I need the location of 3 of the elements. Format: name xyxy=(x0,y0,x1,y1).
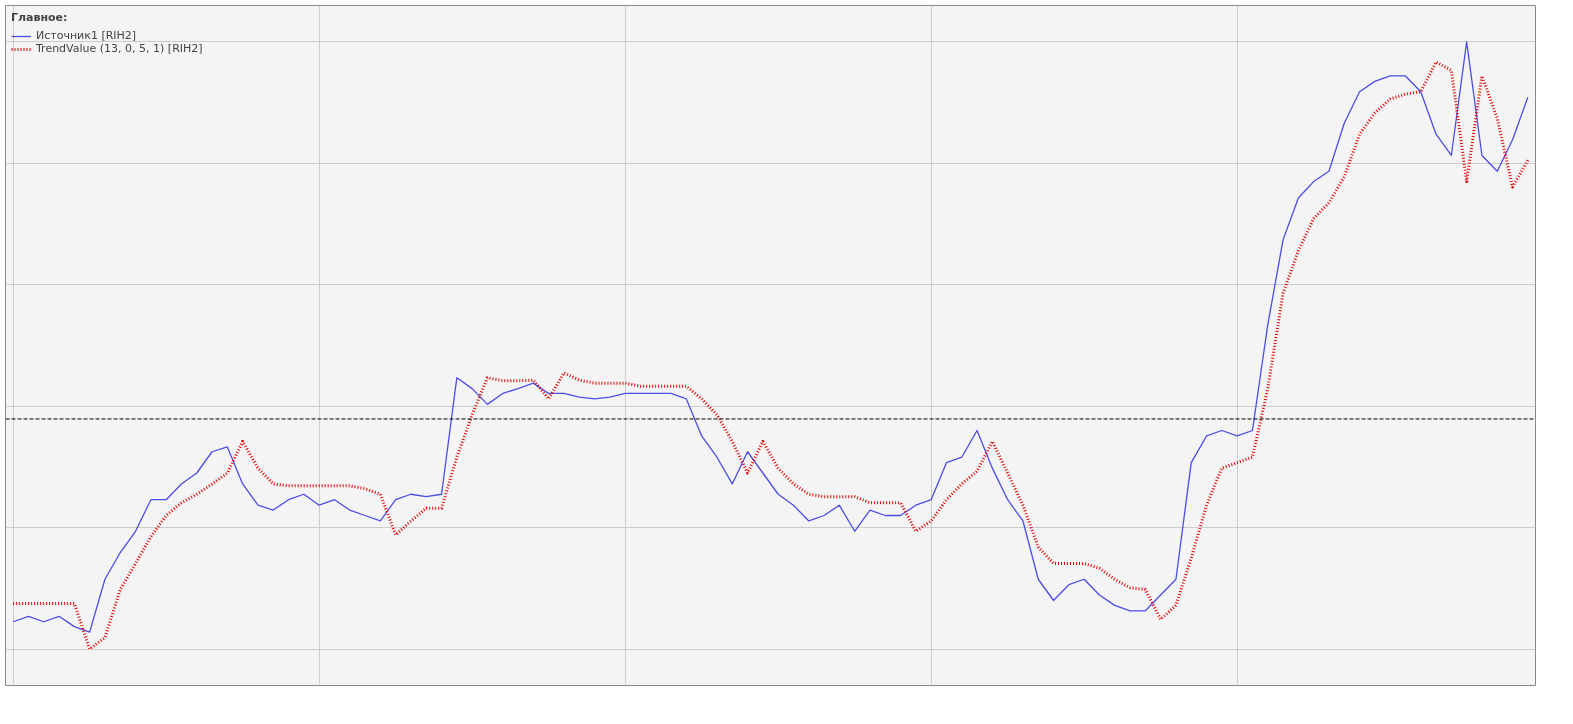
legend-title: Главное: xyxy=(11,11,69,24)
legend-label: Источник1 [RIH2] xyxy=(36,29,137,42)
legend-label: TrendValue (13, 0, 5, 1) [RIH2] xyxy=(36,42,203,55)
